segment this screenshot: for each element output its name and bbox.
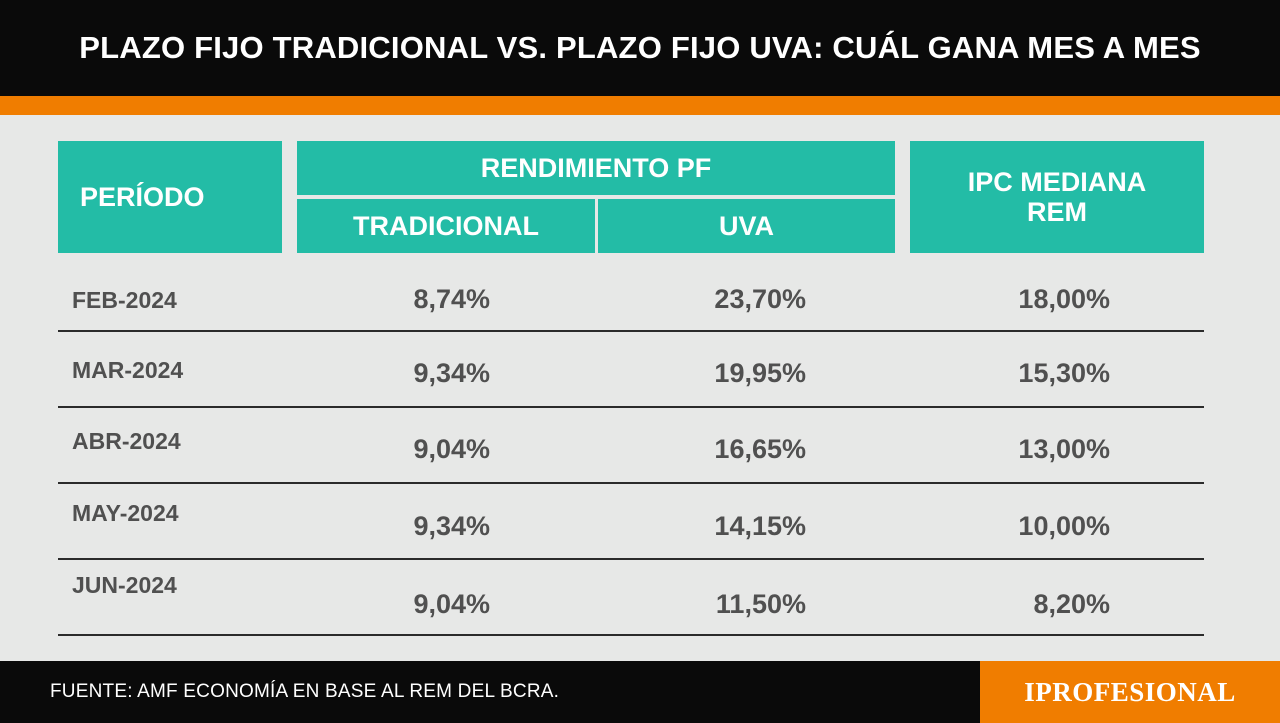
row-period: ABR-2024 xyxy=(72,428,181,454)
row-ipc-value: 8,20% xyxy=(1033,589,1110,619)
row-period: MAY-2024 xyxy=(72,500,179,526)
row-period: FEB-2024 xyxy=(72,287,177,313)
row-period: JUN-2024 xyxy=(72,572,177,598)
header-tradicional: TRADICIONAL xyxy=(297,199,595,253)
header-rendimiento-group: RENDIMIENTO PF xyxy=(297,141,895,195)
brand-logo: IPROFESIONAL xyxy=(980,661,1280,723)
row-ipc-value: 18,00% xyxy=(1018,284,1110,314)
row-uva-value: 14,15% xyxy=(714,511,806,541)
page-title: PLAZO FIJO TRADICIONAL VS. PLAZO FIJO UV… xyxy=(79,30,1201,65)
header-ipc-line2: REM xyxy=(1027,197,1087,227)
table-row: ABR-2024 9,04% 16,65% 13,00% xyxy=(58,408,1204,484)
header-ipc-line1: IPC MEDIANA xyxy=(967,167,1147,197)
title-bar: PLAZO FIJO TRADICIONAL VS. PLAZO FIJO UV… xyxy=(0,0,1280,96)
row-uva-value: 11,50% xyxy=(715,589,806,619)
row-uva-value: 16,65% xyxy=(714,434,806,464)
row-tradicional-value: 9,04% xyxy=(413,434,490,464)
row-ipc-value: 13,00% xyxy=(1018,434,1110,464)
footer-bar: FUENTE: AMF ECONOMÍA EN BASE AL REM DEL … xyxy=(0,661,1280,723)
row-tradicional-value: 8,74% xyxy=(413,284,490,314)
row-ipc-value: 15,30% xyxy=(1018,358,1110,388)
accent-stripe xyxy=(0,96,1280,115)
table-row: JUN-2024 9,04% 11,50% 8,20% xyxy=(58,560,1204,636)
source-note: FUENTE: AMF ECONOMÍA EN BASE AL REM DEL … xyxy=(50,681,560,702)
row-tradicional-value: 9,34% xyxy=(413,358,490,388)
row-ipc-value: 10,00% xyxy=(1018,511,1110,541)
header-period: PERÍODO xyxy=(58,141,282,253)
row-tradicional-value: 9,34% xyxy=(413,511,490,541)
header-ipc: IPC MEDIANA REM xyxy=(910,141,1204,253)
header-uva: UVA xyxy=(598,199,895,253)
row-uva-value: 19,95% xyxy=(714,358,806,388)
table-row: MAR-2024 9,34% 19,95% 15,30% xyxy=(58,332,1204,408)
row-period: MAR-2024 xyxy=(72,357,184,383)
brand-logo-text: IPROFESIONAL xyxy=(1024,676,1236,707)
row-tradicional-value: 9,04% xyxy=(413,589,490,619)
table-row: FEB-2024 8,74% 23,70% 18,00% xyxy=(58,256,1204,332)
row-uva-value: 23,70% xyxy=(714,284,806,314)
table-row: MAY-2024 9,34% 14,15% 10,00% xyxy=(58,484,1204,560)
